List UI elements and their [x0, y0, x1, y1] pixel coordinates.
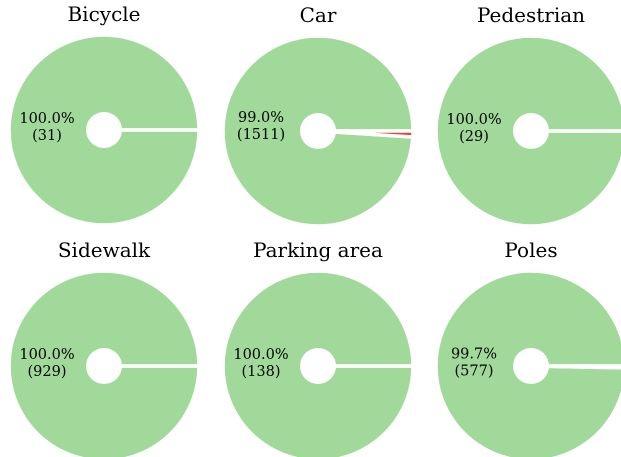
- pie-title: Pedestrian: [477, 3, 585, 27]
- pie-title: Poles: [504, 238, 557, 262]
- donut-hole: [86, 112, 122, 148]
- pie-title: Sidewalk: [58, 238, 151, 262]
- donut-hole: [300, 348, 336, 384]
- pct-label: 100.0%: [19, 347, 74, 363]
- count-label: (31): [32, 128, 62, 144]
- count-label: (138): [242, 364, 281, 380]
- donut-hole: [513, 113, 549, 149]
- pct-label: 99.0%: [238, 110, 284, 126]
- pie-slice: [530, 364, 621, 370]
- pie-title: Bicycle: [67, 2, 140, 26]
- donut-hole: [300, 113, 336, 149]
- count-label: (929): [28, 364, 67, 380]
- pct-label: 100.0%: [446, 112, 501, 128]
- pct-label: 100.0%: [233, 347, 288, 363]
- pct-label: 100.0%: [19, 111, 74, 127]
- donut-hole: [86, 348, 122, 384]
- pie-title: Parking area: [253, 238, 383, 262]
- count-label: (577): [455, 363, 494, 379]
- donut-hole: [513, 348, 549, 384]
- pct-label: 99.7%: [451, 346, 497, 362]
- count-label: (1511): [237, 127, 285, 143]
- pie-slice: [317, 129, 415, 139]
- count-label: (29): [459, 129, 489, 145]
- pie-title: Car: [300, 3, 337, 27]
